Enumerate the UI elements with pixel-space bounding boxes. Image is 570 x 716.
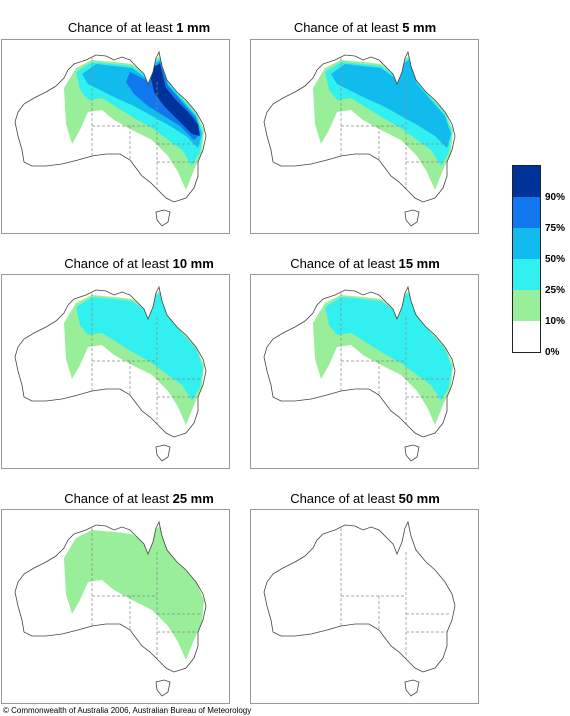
tasmania [404, 209, 420, 227]
panel-title-50mm: Chance of at least 50 mm [290, 491, 440, 506]
panel-title-25mm: Chance of at least 25 mm [64, 491, 214, 506]
rain-map-10mm [1, 274, 230, 469]
australia-map [263, 50, 456, 227]
coastline [14, 50, 207, 203]
australia-map [14, 520, 207, 697]
legend-label-10: 10% [545, 316, 566, 327]
legend-swatch-25 [513, 259, 540, 290]
copyright-notice: © Commonwealth of Australia 2006, Austra… [3, 706, 252, 715]
probability-shading [64, 56, 204, 190]
rain-map-50mm [250, 509, 479, 704]
probability-band-c50 [82, 60, 202, 148]
probability-shading [64, 526, 204, 660]
coastline [14, 520, 207, 673]
rain-map-15mm [250, 274, 479, 469]
coastline [263, 50, 456, 203]
tasmania [155, 444, 171, 462]
probability-legend [512, 165, 541, 353]
tasmania [155, 209, 171, 227]
legend-swatch-0 [513, 321, 540, 352]
legend-swatch-90 [513, 166, 540, 197]
legend-label-50: 50% [545, 254, 566, 265]
tasmania [404, 679, 420, 697]
tasmania [404, 444, 420, 462]
legend-label-75: 75% [545, 223, 566, 234]
legend-swatch-75 [513, 197, 540, 228]
australia-map [263, 520, 456, 697]
probability-shading [313, 56, 453, 190]
australia-map [14, 50, 207, 227]
mainland-fill [264, 522, 455, 672]
panel-title-10mm: Chance of at least 10 mm [64, 256, 214, 271]
legend-label-90: 90% [545, 192, 566, 203]
coastline [263, 520, 456, 673]
coastline [263, 285, 456, 438]
probability-band-c90 [150, 64, 200, 136]
legend-label-0: 0% [545, 347, 560, 358]
legend-label-25: 25% [545, 285, 566, 296]
rain-map-1mm [1, 39, 230, 234]
panel-title-15mm: Chance of at least 15 mm [290, 256, 440, 271]
rain-map-25mm [1, 509, 230, 704]
coastline [14, 285, 207, 438]
tasmania [155, 679, 171, 697]
probability-band-c50 [331, 60, 451, 148]
probability-band-c10 [64, 526, 204, 660]
probability-shading [64, 291, 204, 425]
panel-title-1mm: Chance of at least 1 mm [67, 20, 211, 35]
probability-band-c25 [325, 293, 452, 401]
legend-swatch-50 [513, 228, 540, 259]
australia-map [14, 285, 207, 462]
probability-band-c25 [76, 293, 203, 401]
legend-swatch-10 [513, 290, 540, 321]
australia-map [263, 285, 456, 462]
panel-title-5mm: Chance of at least 5 mm [293, 20, 437, 35]
probability-shading [313, 291, 453, 425]
rain-map-5mm [250, 39, 479, 234]
